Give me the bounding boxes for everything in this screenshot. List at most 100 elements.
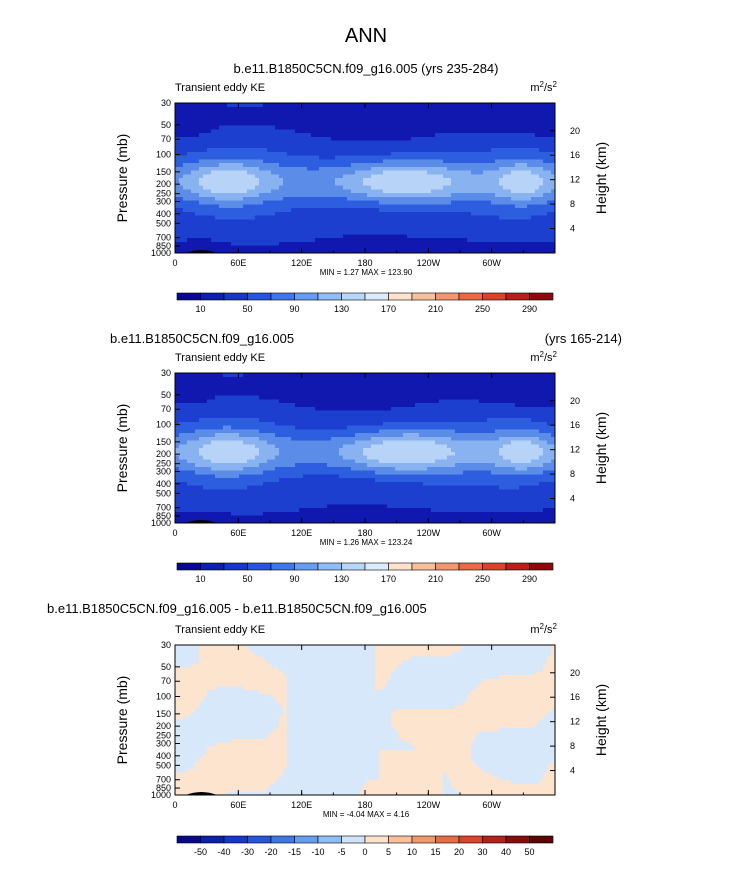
contour-cell [411, 189, 416, 193]
contour-cell [511, 197, 516, 201]
contour-cell [327, 152, 332, 156]
contour-cell [379, 156, 384, 160]
contour-cell [539, 159, 544, 163]
contour-cell [455, 163, 460, 167]
contour-cell [399, 111, 404, 115]
contour-cell [227, 497, 232, 501]
contour-cell [191, 118, 196, 122]
contour-cell [199, 208, 204, 212]
contour-cell [267, 429, 272, 433]
contour-cell [415, 238, 420, 242]
contour-cell [515, 242, 520, 246]
contour-cell [195, 174, 200, 178]
contour-cell [507, 129, 512, 133]
contour-cell [503, 197, 508, 201]
contour-cell [187, 504, 192, 508]
contour-cell [343, 231, 348, 235]
contour-cell [527, 189, 532, 193]
contour-cell [267, 114, 272, 118]
contour-cell [207, 508, 212, 512]
contour-cell [527, 201, 532, 205]
contour-cell [211, 133, 216, 137]
contour-cell [203, 186, 208, 190]
contour-cell [387, 156, 392, 160]
contour-cell [515, 231, 520, 235]
contour-cell [499, 144, 504, 148]
contour-cell [327, 227, 332, 231]
contour-cell [547, 231, 552, 235]
contour-cell [267, 141, 272, 145]
contour-cell [427, 141, 432, 145]
contour-cell [227, 216, 232, 220]
contour-cell [215, 238, 220, 242]
contour-cell [235, 497, 240, 501]
contour-cell [243, 411, 248, 415]
contour-cell [215, 471, 220, 475]
contour-cell [443, 114, 448, 118]
contour-cell [203, 471, 208, 475]
contour-cell [311, 163, 316, 167]
contour-cell [175, 107, 180, 111]
contour-cell [203, 497, 208, 501]
contour-cell [327, 133, 332, 137]
contour-cell [275, 163, 280, 167]
contour-cell [447, 167, 452, 171]
contour-cell [243, 189, 248, 193]
contour-cell [399, 148, 404, 152]
contour-cell [255, 152, 260, 156]
contour-cell [499, 107, 504, 111]
contour-cell [267, 422, 272, 426]
contour-cell [187, 508, 192, 512]
contour-cell [475, 216, 480, 220]
contour-cell [435, 167, 440, 171]
contour-cell [203, 103, 208, 107]
contour-cell [199, 197, 204, 201]
contour-cell [383, 129, 388, 133]
contour-cell [515, 114, 520, 118]
contour-cell [211, 114, 216, 118]
contour-cell [263, 478, 268, 482]
contour-cell [187, 471, 192, 475]
contour-cell [503, 223, 508, 227]
contour-cell [247, 392, 252, 396]
contour-cell [319, 234, 324, 238]
contour-cell [447, 118, 452, 122]
contour-cell [363, 126, 368, 130]
contour-cell [439, 171, 444, 175]
contour-cell [431, 111, 436, 115]
contour-cell [423, 238, 428, 242]
contour-cell [515, 216, 520, 220]
contour-cell [243, 516, 248, 520]
contour-cell [487, 126, 492, 130]
contour-cell [179, 478, 184, 482]
contour-cell [271, 414, 276, 418]
contour-cell [427, 111, 432, 115]
contour-cell [403, 208, 408, 212]
contour-cell [391, 208, 396, 212]
contour-cell [191, 216, 196, 220]
contour-cell [359, 167, 364, 171]
contour-cell [515, 148, 520, 152]
contour-cell [451, 129, 456, 133]
contour-cell [287, 103, 292, 107]
contour-cell [271, 186, 276, 190]
contour-cell [231, 501, 236, 505]
contour-cell [339, 234, 344, 238]
contour-cell [467, 163, 472, 167]
contour-cell [339, 144, 344, 148]
contour-cell [507, 238, 512, 242]
contour-cell [371, 141, 376, 145]
contour-cell [327, 212, 332, 216]
contour-cell [303, 126, 308, 130]
contour-cell [511, 246, 516, 250]
contour-cell [275, 156, 280, 160]
contour-cell [183, 418, 188, 422]
contour-cell [287, 118, 292, 122]
contour-cell [287, 159, 292, 163]
contour-cell [219, 189, 224, 193]
contour-cell [219, 414, 224, 418]
contour-cell [319, 148, 324, 152]
contour-cell [519, 171, 524, 175]
contour-cell [279, 126, 284, 130]
contour-cell [403, 133, 408, 137]
